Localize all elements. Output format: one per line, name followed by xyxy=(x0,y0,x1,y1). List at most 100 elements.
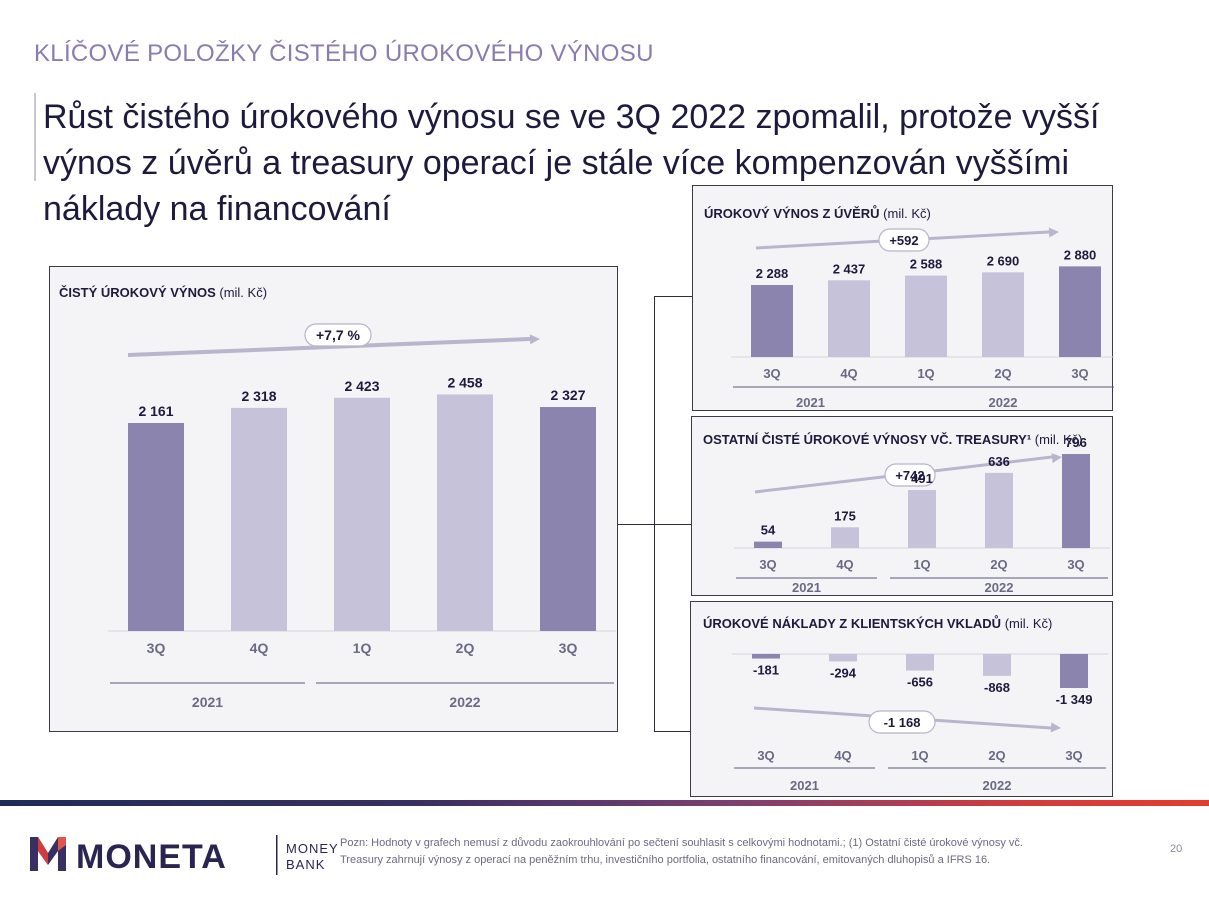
trend-label: +592 xyxy=(889,233,918,248)
data-label: -294 xyxy=(830,665,857,680)
chart-loan-income: +592 2 288 3Q 2 437 4Q 2 588 1Q 2 690 2Q 2 880 3Q 2… xyxy=(731,227,1114,410)
page-number: 20 xyxy=(1170,843,1183,855)
connector-vertical xyxy=(654,296,655,732)
logo-name: MONETA xyxy=(76,838,227,876)
footnote: Pozn: Hodnoty v grafech nemusí z důvodu … xyxy=(340,835,1130,869)
category-label: 3Q xyxy=(147,640,166,656)
panel-deposit-costs: ÚROKOVÉ NÁKLADY Z KLIENTSKÝCH VKLADŮ (mi… xyxy=(690,601,1113,797)
logo-sub-2: BANK xyxy=(286,857,325,872)
connector-to-loans xyxy=(654,296,692,297)
bar xyxy=(231,407,287,631)
year-label: 2022 xyxy=(449,694,480,710)
trend-arrow-head xyxy=(1051,453,1062,464)
category-label: 4Q xyxy=(840,366,857,381)
category-label: 3Q xyxy=(559,640,578,656)
bar xyxy=(982,272,1024,357)
data-label: -656 xyxy=(907,675,933,690)
category-label: 2Q xyxy=(994,366,1011,381)
bar xyxy=(751,285,793,357)
bar xyxy=(540,407,596,631)
moneta-logo: MONETA MONEY BANK xyxy=(30,835,339,876)
footnote-line-1: Pozn: Hodnoty v grafech nemusí z důvodu … xyxy=(340,837,1023,849)
data-label: 175 xyxy=(834,508,856,523)
trend-label: +7,7 % xyxy=(316,327,361,343)
panel-title: OSTATNÍ ČISTÉ ÚROKOVÉ VÝNOSY VČ. TREASUR… xyxy=(703,432,1082,447)
data-label: -181 xyxy=(753,663,779,678)
panel-title-unit: (mil. Kč) xyxy=(219,285,268,300)
bar xyxy=(983,654,1011,676)
category-label: 3Q xyxy=(757,748,774,763)
footnote-line-2: Treasury zahrnují výnosy z operací na pe… xyxy=(340,854,991,866)
panel-title-text: ÚROKOVÉ NÁKLADY Z KLIENTSKÝCH VKLADŮ xyxy=(703,616,1002,631)
panel-treasury-income: OSTATNÍ ČISTÉ ÚROKOVÉ VÝNOSY VČ. TREASUR… xyxy=(691,416,1113,596)
year-label: 2021 xyxy=(796,395,825,410)
year-label: 2021 xyxy=(192,694,223,710)
panel-title-unit: (mil. Kč) xyxy=(883,206,931,221)
headline: Růst čistého úrokového výnosu se ve 3Q 2… xyxy=(43,94,1193,232)
connector-to-treasury xyxy=(654,524,691,525)
data-label: 2 880 xyxy=(1064,247,1097,262)
category-label: 4Q xyxy=(836,557,853,572)
category-label: 4Q xyxy=(250,640,269,656)
bar xyxy=(831,527,859,548)
bar xyxy=(437,394,493,631)
trend-arrow-head xyxy=(529,334,540,345)
moneta-m-icon xyxy=(30,837,66,871)
connector-horizontal-main xyxy=(618,524,655,525)
category-label: 3Q xyxy=(1067,557,1084,572)
category-label: 1Q xyxy=(913,557,930,572)
data-label: -1 349 xyxy=(1056,692,1093,707)
year-label: 2021 xyxy=(792,580,821,595)
trend-arrow-line xyxy=(127,337,531,357)
year-label: 2022 xyxy=(989,395,1018,410)
trend-label: +742 xyxy=(895,468,924,483)
data-label: 54 xyxy=(761,523,776,538)
trend-pill xyxy=(884,463,936,487)
category-label: 3Q xyxy=(763,366,780,381)
bar xyxy=(985,472,1013,548)
panel-title-text: ČISTÝ ÚROKOVÝ VÝNOS xyxy=(59,285,216,300)
data-label: 2 437 xyxy=(833,261,866,276)
panel-net-interest-income: ČISTÝ ÚROKOVÝ VÝNOS (mil. Kč) +7,7 % 2 16… xyxy=(49,266,618,732)
category-label: 1Q xyxy=(353,640,372,656)
bar xyxy=(905,275,947,357)
bar xyxy=(334,397,390,631)
data-label: 2 327 xyxy=(550,387,585,403)
panel-title-unit: (mil. Kč) xyxy=(1034,432,1083,447)
panel-title: ÚROKOVÝ VÝNOS Z ÚVĚRŮ (mil. Kč) xyxy=(704,206,931,221)
data-label: 2 588 xyxy=(910,257,943,272)
category-label: 3Q xyxy=(1065,748,1082,763)
data-label: 2 423 xyxy=(344,378,379,394)
category-label: 1Q xyxy=(911,748,928,763)
chart-treasury-income: +742 54 3Q 175 4Q 491 1Q 636 2Q 796 3Q 2021 2022 xyxy=(734,435,1110,595)
data-label: 2 690 xyxy=(987,253,1020,268)
chart-net-interest-income: +7,7 % 2 161 3Q 2 318 4Q 2 423 1Q 2 458 2Q 2 327 3… xyxy=(108,323,616,710)
category-label: 2Q xyxy=(456,640,475,656)
category-label: 1Q xyxy=(917,366,934,381)
category-label: 4Q xyxy=(834,748,851,763)
chart-deposit-costs: -1 168 -181 3Q -294 4Q -656 1Q -868 2Q -1 349 3Q 20… xyxy=(732,653,1108,793)
panel-title: ČISTÝ ÚROKOVÝ VÝNOS (mil. Kč) xyxy=(59,285,267,300)
trend-label: -1 168 xyxy=(884,715,921,730)
panel-title-text: ÚROKOVÝ VÝNOS Z ÚVĚRŮ xyxy=(704,206,880,221)
section-title: KLÍČOVÉ POLOŽKY ČISTÉHO ÚROKOVÉHO VÝNOSU xyxy=(34,40,654,67)
panel-title: ÚROKOVÉ NÁKLADY Z KLIENTSKÝCH VKLADŮ (mi… xyxy=(703,616,1052,631)
bar xyxy=(754,541,782,548)
headline-line-2: výnos z úvěrů a treasury operací je stál… xyxy=(43,144,1070,182)
connector-to-deposits xyxy=(654,731,690,732)
logo-sub-1: MONEY xyxy=(286,841,339,856)
data-label: 2 161 xyxy=(138,403,173,419)
panel-loan-income: ÚROKOVÝ VÝNOS Z ÚVĚRŮ (mil. Kč) +592 2 28… xyxy=(692,185,1114,411)
bar xyxy=(1059,266,1101,357)
bar xyxy=(1062,454,1090,548)
data-label: 2 458 xyxy=(447,374,482,390)
headline-line-3: náklady na financování xyxy=(43,190,391,228)
panel-title-text: OSTATNÍ ČISTÉ ÚROKOVÉ VÝNOSY VČ. TREASUR… xyxy=(703,432,1032,447)
headline-line-1: Růst čistého úrokového výnosu se ve 3Q 2… xyxy=(43,98,1100,136)
panel-title-unit: (mil. Kč) xyxy=(1004,616,1053,631)
bar xyxy=(128,423,184,631)
bar xyxy=(752,654,780,659)
year-label: 2022 xyxy=(983,778,1012,793)
trend-arrow-head xyxy=(1048,227,1059,238)
year-label: 2021 xyxy=(790,778,819,793)
